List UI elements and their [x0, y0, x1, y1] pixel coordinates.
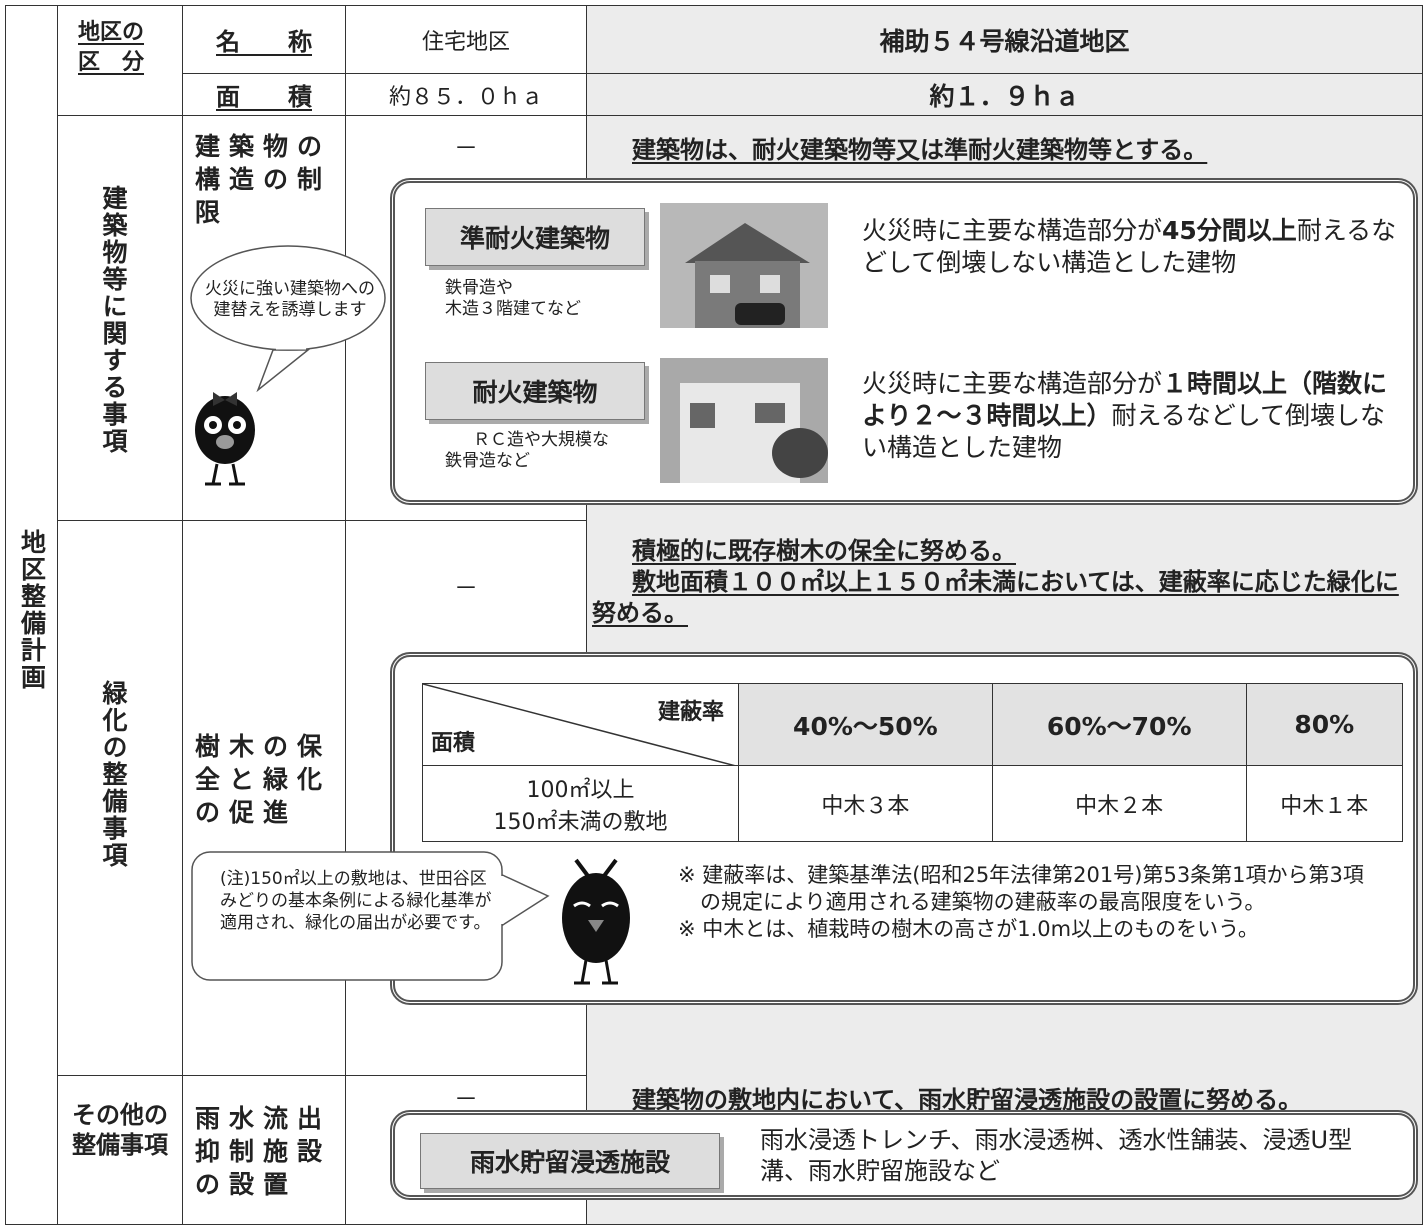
note: ※ 建蔽率は、建築基準法(昭和25年法律第201号)第53条第1項から第3項の規… — [678, 863, 1364, 914]
row-label-line: 100㎡以上 — [526, 777, 635, 803]
desc-emphasis: 45分間以上 — [1162, 216, 1297, 245]
note-bubble-text: (注)150㎡以上の敷地は、世田谷区みどりの基本条例による緑化基準が適用され、緑… — [220, 869, 492, 933]
table-cell: 中木２本 — [991, 765, 1247, 842]
item-label: 雨水流出抑制施設の設置 — [195, 1104, 332, 1199]
bubble-text: 火災に強い建築物への建替えを誘導します — [205, 279, 375, 320]
facility-description: 雨水浸透トレンチ、雨水浸透桝、透水性舗装、浸透U型溝、雨水貯留施設など — [760, 1126, 1353, 1185]
photo — [660, 358, 828, 483]
district-label: 区 分 — [78, 50, 145, 75]
table-header-row: 建蔽率 面積 40%～50% 60%～70% 80% — [422, 683, 1404, 766]
corner-bottom: 面積 — [431, 731, 476, 756]
corner-top: 建蔽率 — [657, 700, 724, 725]
district-cell: 地区の 区 分 — [57, 5, 183, 116]
facility-label: 雨水貯留浸透施設 — [420, 1133, 720, 1189]
residential-rule: － — [454, 1084, 478, 1113]
rule: 建築物は、耐火建築物等又は準耐火建築物等とする。 — [632, 136, 1208, 164]
district-label: 地区の — [78, 20, 145, 45]
area-label: 面 積 — [182, 73, 346, 116]
table-row: 100㎡以上 150㎡未満の敷地 中木３本 中木２本 中木１本 — [422, 765, 1404, 842]
example-line: 木造３階建てなど — [445, 299, 581, 319]
desc-text: 火災時に主要な構造部分が — [862, 369, 1163, 398]
type-examples: ＲＣ造や大規模な 鉄骨造など — [445, 430, 609, 472]
residential-area: 約８５．０ｈａ — [345, 73, 587, 116]
item-label: 樹木の保全と緑化の促進 — [195, 732, 332, 827]
row-label-line: 150㎡未満の敷地 — [493, 809, 668, 835]
plan-label: 地区整備計画 — [17, 529, 47, 691]
column-header: 80% — [1245, 683, 1404, 766]
residential-name: 住宅地区 — [345, 5, 587, 74]
table-cell: 中木３本 — [738, 765, 993, 842]
type-description: 火災時に主要な構造部分が１時間以上（階数により２～３時間以上）耐えるなどして倒壊… — [862, 368, 1407, 464]
type-label: 耐火建築物 — [425, 362, 645, 420]
example-line: 鉄骨造など — [445, 451, 530, 471]
diagonal — [423, 684, 736, 766]
example-line: ＲＣ造や大規模な — [473, 430, 609, 450]
example-line: 鉄骨造や — [445, 278, 513, 298]
rule: 建築物の敷地内において、雨水貯留浸透施設の設置に努める。 — [632, 1086, 1303, 1114]
rule: 積極的に既存樹木の保全に努める。 — [632, 537, 1016, 565]
rules: 積極的に既存樹木の保全に努める。 敷地面積１００㎡以上１５０㎡未満においては、建… — [592, 536, 1407, 629]
note-bubble — [191, 851, 630, 985]
category-label: 緑化の整備事項 — [99, 680, 128, 869]
type-description: 火災時に主要な構造部分が45分間以上耐えるなどして倒壊しない構造とした建物 — [862, 215, 1407, 279]
category-label: その他の整備事項 — [72, 1101, 168, 1159]
roadside-area: 約１．９ｈａ — [586, 73, 1423, 116]
residential-rule: － — [454, 133, 478, 162]
roadside-name: 補助５４号線沿道地区 — [586, 5, 1423, 74]
note: ※ 中木とは、植栽時の樹木の高さが1.0m以上のものをいう。 — [678, 917, 1259, 941]
greening-table: 建蔽率 面積 40%～50% 60%～70% 80% 100㎡以上 150㎡未満の… — [422, 683, 1404, 842]
desc-text: 耐えるなどして倒壊しない構造とした建物 — [862, 216, 1397, 277]
category-label: 建築物等に関する事項 — [99, 185, 128, 455]
item-label: 建築物の構造の制限 — [195, 132, 332, 227]
rule: 敷地面積１００㎡以上１５０㎡未満においては、建蔽率に応じた緑化に努める。 — [592, 568, 1399, 627]
notes: ※ 建蔽率は、建築基準法(昭和25年法律第201号)第53条第1項から第3項の規… — [678, 862, 1378, 943]
column-header: 40%～50% — [738, 683, 993, 766]
mascot-bubble — [190, 245, 386, 486]
column-header: 60%～70% — [991, 683, 1247, 766]
desc-text: 火災時に主要な構造部分が — [862, 216, 1163, 245]
photo — [660, 203, 828, 328]
corner-cell: 建蔽率 面積 — [422, 683, 739, 766]
row-label: 100㎡以上 150㎡未満の敷地 — [422, 765, 739, 842]
type-label: 準耐火建築物 — [425, 208, 645, 266]
table-cell: 中木１本 — [1245, 765, 1404, 842]
desc-emphasis: １時間以上（階数により２～３時間以上） — [862, 369, 1388, 430]
desc-text: 耐えるなどして倒壊しない構造とした建物 — [862, 401, 1386, 462]
name-label: 名 称 — [182, 5, 346, 74]
residential-rule: － — [454, 573, 478, 602]
type-examples: 鉄骨造や 木造３階建てなど — [445, 278, 581, 320]
